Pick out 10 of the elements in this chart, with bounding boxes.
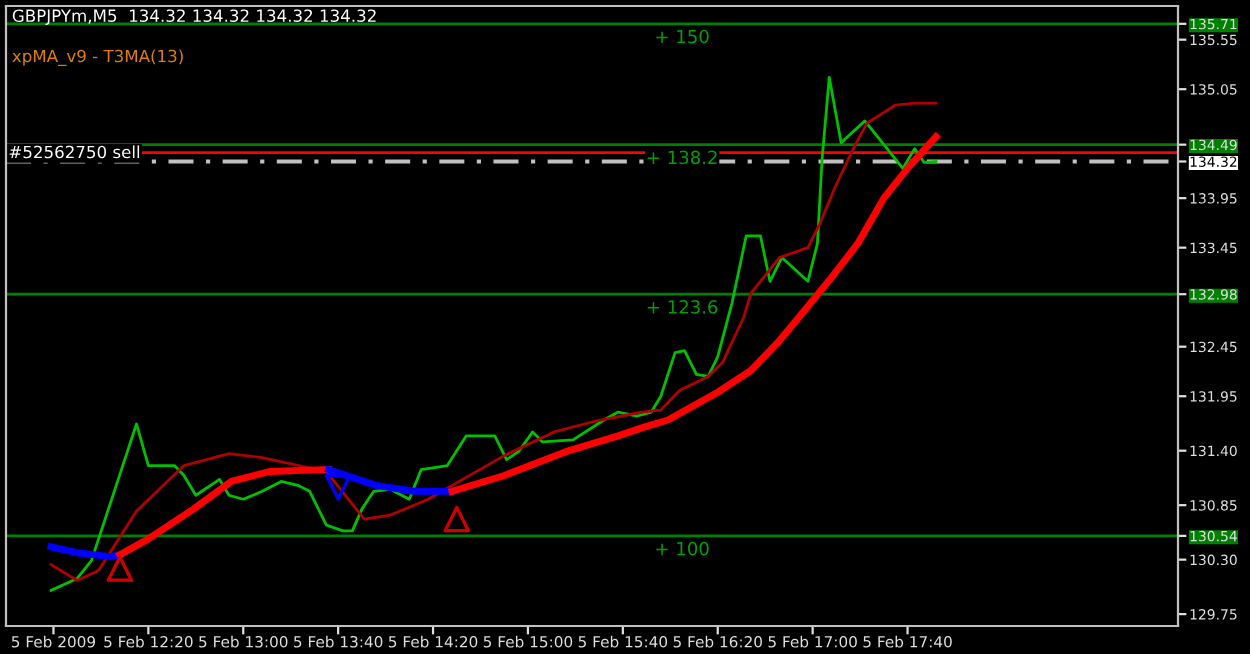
- annotation: + 150: [656, 29, 709, 44]
- ref-line-label: #52562750 sell: [9, 145, 140, 159]
- annotation: + 123.6: [647, 300, 718, 314]
- chart-title: GBPJPYm,M5 134.32 134.32 134.32 134.32: [12, 9, 376, 26]
- annotation: + 138.2: [647, 150, 717, 165]
- point: [106, 555, 134, 582]
- annotation: + 100: [656, 541, 709, 556]
- point: [443, 505, 471, 533]
- point: [324, 474, 352, 501]
- annotation: xpMA_v9 - T3MA(13): [12, 49, 183, 66]
